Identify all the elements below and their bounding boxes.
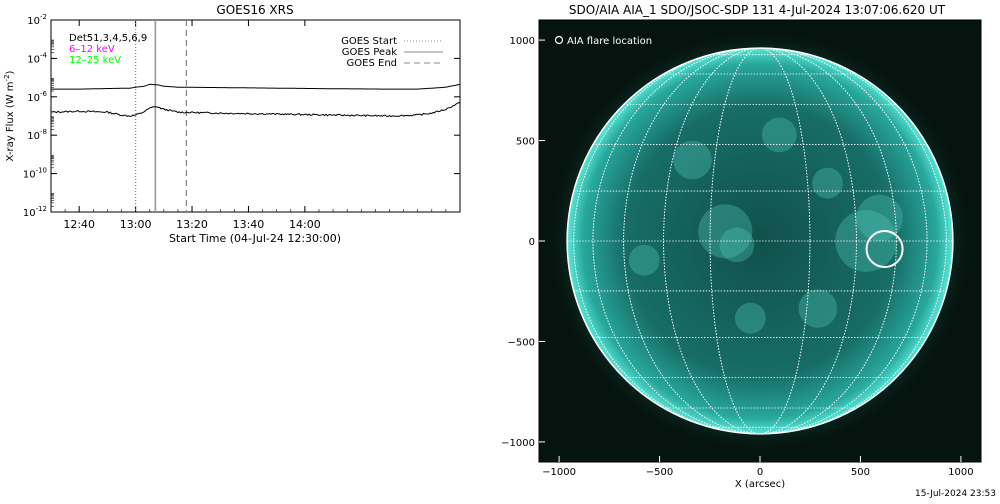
goes-chart-title: GOES16 XRS (216, 3, 293, 17)
goes-legend-event-label: GOES Peak (342, 47, 397, 58)
goes-legend-band-label: 6–12 keV (69, 44, 115, 55)
aia-y-tick-label: −500 (508, 337, 535, 348)
aia-title: SDO/AIA AIA_1 SDO/JSOC-SDP 131 4-Jul-202… (569, 3, 946, 17)
aia-y-ticks: −1000 −500 0 500 1000 (501, 36, 545, 449)
footer-timestamp: 15-Jul-2024 23:53 (915, 489, 996, 499)
goes-y-tick-exp: -10 (36, 167, 47, 175)
aia-x-tick-label: 500 (851, 467, 870, 478)
goes-y-tick-base: 10 (23, 208, 36, 219)
goes-x-tick-label: 13:00 (120, 218, 152, 231)
goes-y-tick-base: 10 (27, 131, 40, 142)
goes-series (50, 83, 461, 118)
goes-y-tick-base: 10 (27, 16, 40, 27)
active-region (628, 244, 660, 276)
active-region (856, 194, 903, 241)
aia-x-axis-label: X (arcsec) (735, 479, 785, 490)
aia-image-panel: SDO/AIA AIA_1 SDO/JSOC-SDP 131 4-Jul-202… (501, 3, 982, 490)
aia-x-tick-label: −1000 (542, 467, 576, 478)
goes-legend-event-label: GOES Start (341, 36, 397, 47)
active-region (812, 167, 843, 199)
goes-y-tick-exp: -6 (40, 90, 48, 98)
goes-y-axis-label: X-ray Flux (W m-2) (3, 70, 16, 161)
goes-y-tick-label: 10-8 (27, 128, 47, 142)
solar-limb (566, 47, 954, 435)
aia-x-ticks: −1000 −500 0 500 1000 (542, 456, 974, 478)
goes-y-tick-exp: -4 (40, 51, 48, 59)
goes-y-tick-label: 10-4 (27, 51, 47, 65)
flare-legend-label: AIA flare location (567, 36, 652, 47)
goes-y-axis-label-sup: -2 (3, 74, 11, 81)
goes-y-axis-label-text: X-ray Flux (W m (5, 81, 16, 161)
active-regions (628, 117, 903, 334)
aia-x-tick-label: 0 (757, 467, 763, 478)
goes-y-tick-exp: -12 (36, 205, 47, 213)
goes-legend-band-label: 12–25 keV (69, 55, 121, 66)
aia-y-tick-label: 1000 (510, 36, 535, 47)
goes-series-long (51, 83, 461, 90)
aia-x-tick-label: 1000 (948, 467, 973, 478)
goes-x-axis-label: Start Time (04-Jul-24 12:30:00) (169, 232, 341, 245)
goes-y-tick-exp: -2 (40, 13, 47, 21)
goes-x-tick-label: 13:40 (233, 218, 265, 231)
goes-y-tick-label: 10-6 (27, 90, 47, 104)
goes-y-tick-label: 10-12 (23, 205, 47, 219)
goes-event-lines (134, 20, 188, 212)
goes-y-tick-exp: -8 (40, 128, 47, 136)
goes-series-short (50, 101, 461, 118)
goes-x-tick-label: 14:00 (289, 218, 321, 231)
goes-y-tick-label: 10-10 (23, 167, 47, 181)
goes-x-ticks: 12:40 13:00 13:20 13:40 14:00 (50, 20, 461, 231)
goes-x-tick-label: 12:40 (63, 218, 95, 231)
aia-y-tick-label: 500 (516, 137, 535, 148)
active-region (835, 210, 897, 272)
goes-y-tick-base: 10 (23, 170, 36, 181)
goes-y-tick-label: 10-2 (27, 13, 47, 27)
active-region (734, 302, 766, 334)
flare-legend-icon (554, 35, 564, 45)
goes-x-tick-label: 13:20 (176, 218, 208, 231)
goes-plot-frame (50, 19, 461, 213)
active-region (719, 227, 755, 263)
active-region (673, 140, 712, 180)
active-region (698, 204, 753, 259)
goes-y-tick-base: 10 (27, 93, 40, 104)
goes-y-axis-label-close: ) (5, 70, 16, 74)
goes-legend-band-label: Det51,3,4,5,6,9 (69, 33, 147, 44)
active-region (761, 117, 797, 153)
goes-legend-event-label: GOES End (347, 58, 397, 69)
active-region (798, 289, 838, 328)
flare-location-marker (865, 230, 904, 269)
aia-y-tick-label: −1000 (501, 438, 535, 449)
aia-y-tick-label: 0 (529, 237, 535, 248)
aia-x-tick-label: −500 (646, 467, 673, 478)
goes-y-tick-base: 10 (27, 54, 40, 65)
